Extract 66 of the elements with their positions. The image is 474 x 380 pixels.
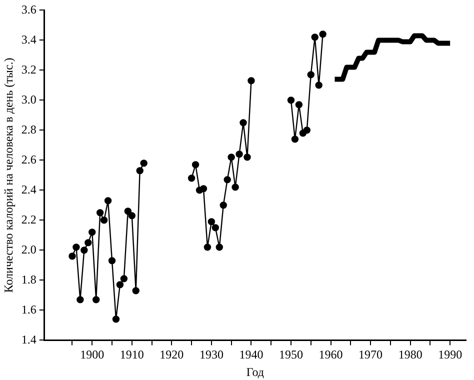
point [124,208,132,215]
point [140,160,148,167]
point [88,228,96,236]
point [188,174,196,182]
y-tick-label: 1.4 [21,332,36,346]
x-tick-label: 1920 [160,348,184,362]
point [220,202,227,209]
point [84,239,92,246]
x-tick-label: 1970 [358,348,383,362]
point [132,287,140,294]
point [116,281,124,288]
point [224,176,231,184]
point [128,212,136,220]
point [315,82,322,89]
point [72,244,80,251]
point [136,167,144,174]
point [104,197,112,204]
point [287,96,295,104]
y-tick-label: 1.8 [21,272,36,286]
point [112,316,120,323]
point [311,34,318,41]
point [68,252,76,260]
point [208,218,216,226]
x-tick-label: 1900 [80,348,104,362]
point [100,216,108,224]
y-tick-label: 1.6 [21,302,36,316]
x-axis-title: Год [246,364,264,379]
point [80,246,88,254]
point [216,244,224,251]
y-tick-label: 2.2 [21,212,36,226]
x-tick-label: 1910 [120,348,144,362]
point [319,30,326,38]
x-tick-label: 1990 [438,348,462,362]
x-tick-label: 1940 [239,348,264,362]
x-tick-label: 1950 [278,348,303,362]
point [303,126,311,134]
point [291,136,299,143]
y-axis-title: Количество калорий на человека в день (тыс.) [1,58,16,293]
point [96,209,104,216]
x-tick-label: 1960 [318,348,343,362]
point [240,119,247,126]
point [248,77,255,84]
point [212,224,220,232]
point [307,71,314,78]
y-tick-label: 3.0 [21,92,36,106]
point [236,150,243,158]
point [200,185,208,192]
point [295,101,303,108]
point [92,296,100,304]
y-tick-label: 2.4 [21,182,36,196]
y-tick-label: 2.6 [21,152,36,166]
y-tick-label: 2.0 [21,242,36,256]
point [244,154,251,161]
point [76,296,84,304]
y-tick-label: 3.4 [21,32,36,46]
point [108,257,116,264]
point [192,161,200,168]
y-tick-label: 3.2 [21,62,36,76]
point [204,244,212,251]
y-tick-label: 2.8 [21,122,36,136]
point [228,154,235,161]
x-tick-label: 1980 [398,348,422,362]
x-tick-label: 1930 [199,348,224,362]
point [120,275,128,282]
y-tick-label: 3.6 [21,2,36,16]
point [232,184,239,191]
